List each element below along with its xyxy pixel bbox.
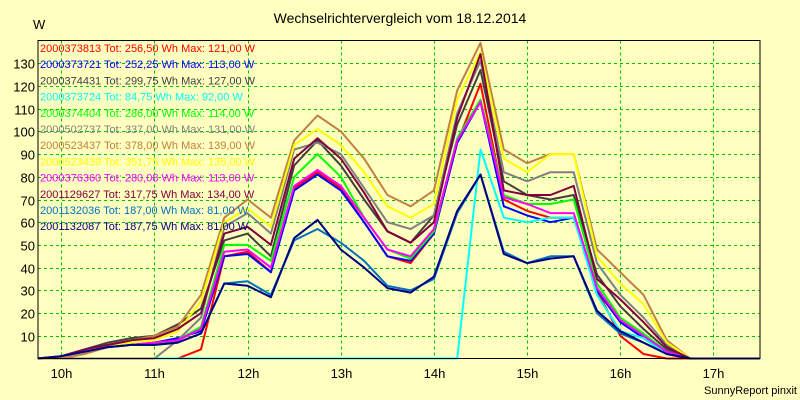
y-tick-label: 30 — [21, 284, 35, 299]
legend-entry-10: 2001129627 Tot: 317,75 Wh Max: 134,00 W — [40, 189, 255, 201]
x-tick-labels: 10h 11h 12h 13h 14h 15h 16h 17h — [51, 366, 725, 381]
legend-entry-4: 2000373724 Tot: 84,75 Wh Max: 92,00 W — [40, 92, 243, 104]
x-tick-label: 13h — [331, 366, 353, 381]
legend-entry-12: 2001132087 Tot: 187,75 Wh Max: 81,00 W — [40, 221, 249, 233]
y-tick-label: 20 — [21, 307, 35, 322]
grid-layer — [38, 40, 760, 359]
y-tick-label: 110 — [14, 103, 35, 118]
series-line-7 — [38, 41, 760, 360]
legend-entry-9: 2000376360 Tot: 280,08 Wh Max: 113,00 W — [40, 173, 255, 185]
legend-entry-2: 2000373721 Tot: 252,25 Wh Max: 113,00 W — [40, 59, 255, 71]
series-layer — [37, 41, 760, 360]
y-tick-label: 40 — [21, 262, 35, 277]
y-tick-label: 50 — [21, 239, 35, 254]
y-tick-label: 60 — [21, 216, 35, 231]
legend-entry-5: 2000374404 Tot: 286,00 Wh Max: 114,00 W — [40, 108, 255, 120]
chart-title: Wechselrichtervergleich vom 18.12.2014 — [274, 10, 527, 26]
x-tick-label: 16h — [610, 366, 632, 381]
legend: 2000373813 Tot: 256,50 Wh Max: 121,00 W 2… — [40, 43, 256, 233]
x-tick-label: 17h — [703, 366, 725, 381]
legend-entry-6: 2000502737 Tot: 337,00 Wh Max: 131,00 W — [40, 124, 256, 136]
plot-frame — [37, 40, 761, 359]
y-tick-label: 100 — [13, 125, 35, 140]
y-tick-label: 120 — [13, 80, 35, 95]
x-tick-label: 14h — [424, 366, 446, 381]
y-axis-unit: W — [33, 17, 46, 32]
series-line-6 — [38, 59, 760, 360]
legend-entry-1: 2000373813 Tot: 256,50 Wh Max: 121,00 W — [40, 43, 256, 55]
y-tick-labels: 10 20 30 40 50 60 70 80 90 100 110 120 130 — [13, 57, 35, 345]
credit-label: SunnyReport pinxit — [704, 385, 797, 397]
series-line-10 — [37, 53, 760, 360]
x-tick-label: 11h — [144, 366, 165, 381]
x-tick-label: 15h — [517, 366, 539, 381]
x-tick-label: 10h — [51, 366, 73, 381]
series-line-9 — [37, 100, 760, 360]
x-tick-label: 12h — [238, 366, 260, 381]
legend-entry-8: 2000523439 Tot: 351,75 Wh Max: 135,00 W — [40, 156, 256, 168]
y-tick-label: 10 — [21, 330, 35, 345]
series-line-8 — [37, 50, 760, 360]
legend-entry-7: 2000523437 Tot: 378,00 Wh Max: 139,00 W — [40, 140, 256, 152]
y-tick-label: 90 — [21, 148, 35, 163]
y-tick-label: 130 — [13, 57, 35, 72]
y-tick-label: 70 — [21, 194, 35, 209]
legend-entry-3: 2000374431 Tot: 299,75 Wh Max: 127,00 W — [40, 75, 256, 87]
y-tick-label: 80 — [21, 171, 35, 186]
series-line-12 — [37, 173, 760, 360]
legend-entry-11: 2001132036 Tot: 187,00 Wh Max: 81,00 W — [40, 205, 249, 217]
